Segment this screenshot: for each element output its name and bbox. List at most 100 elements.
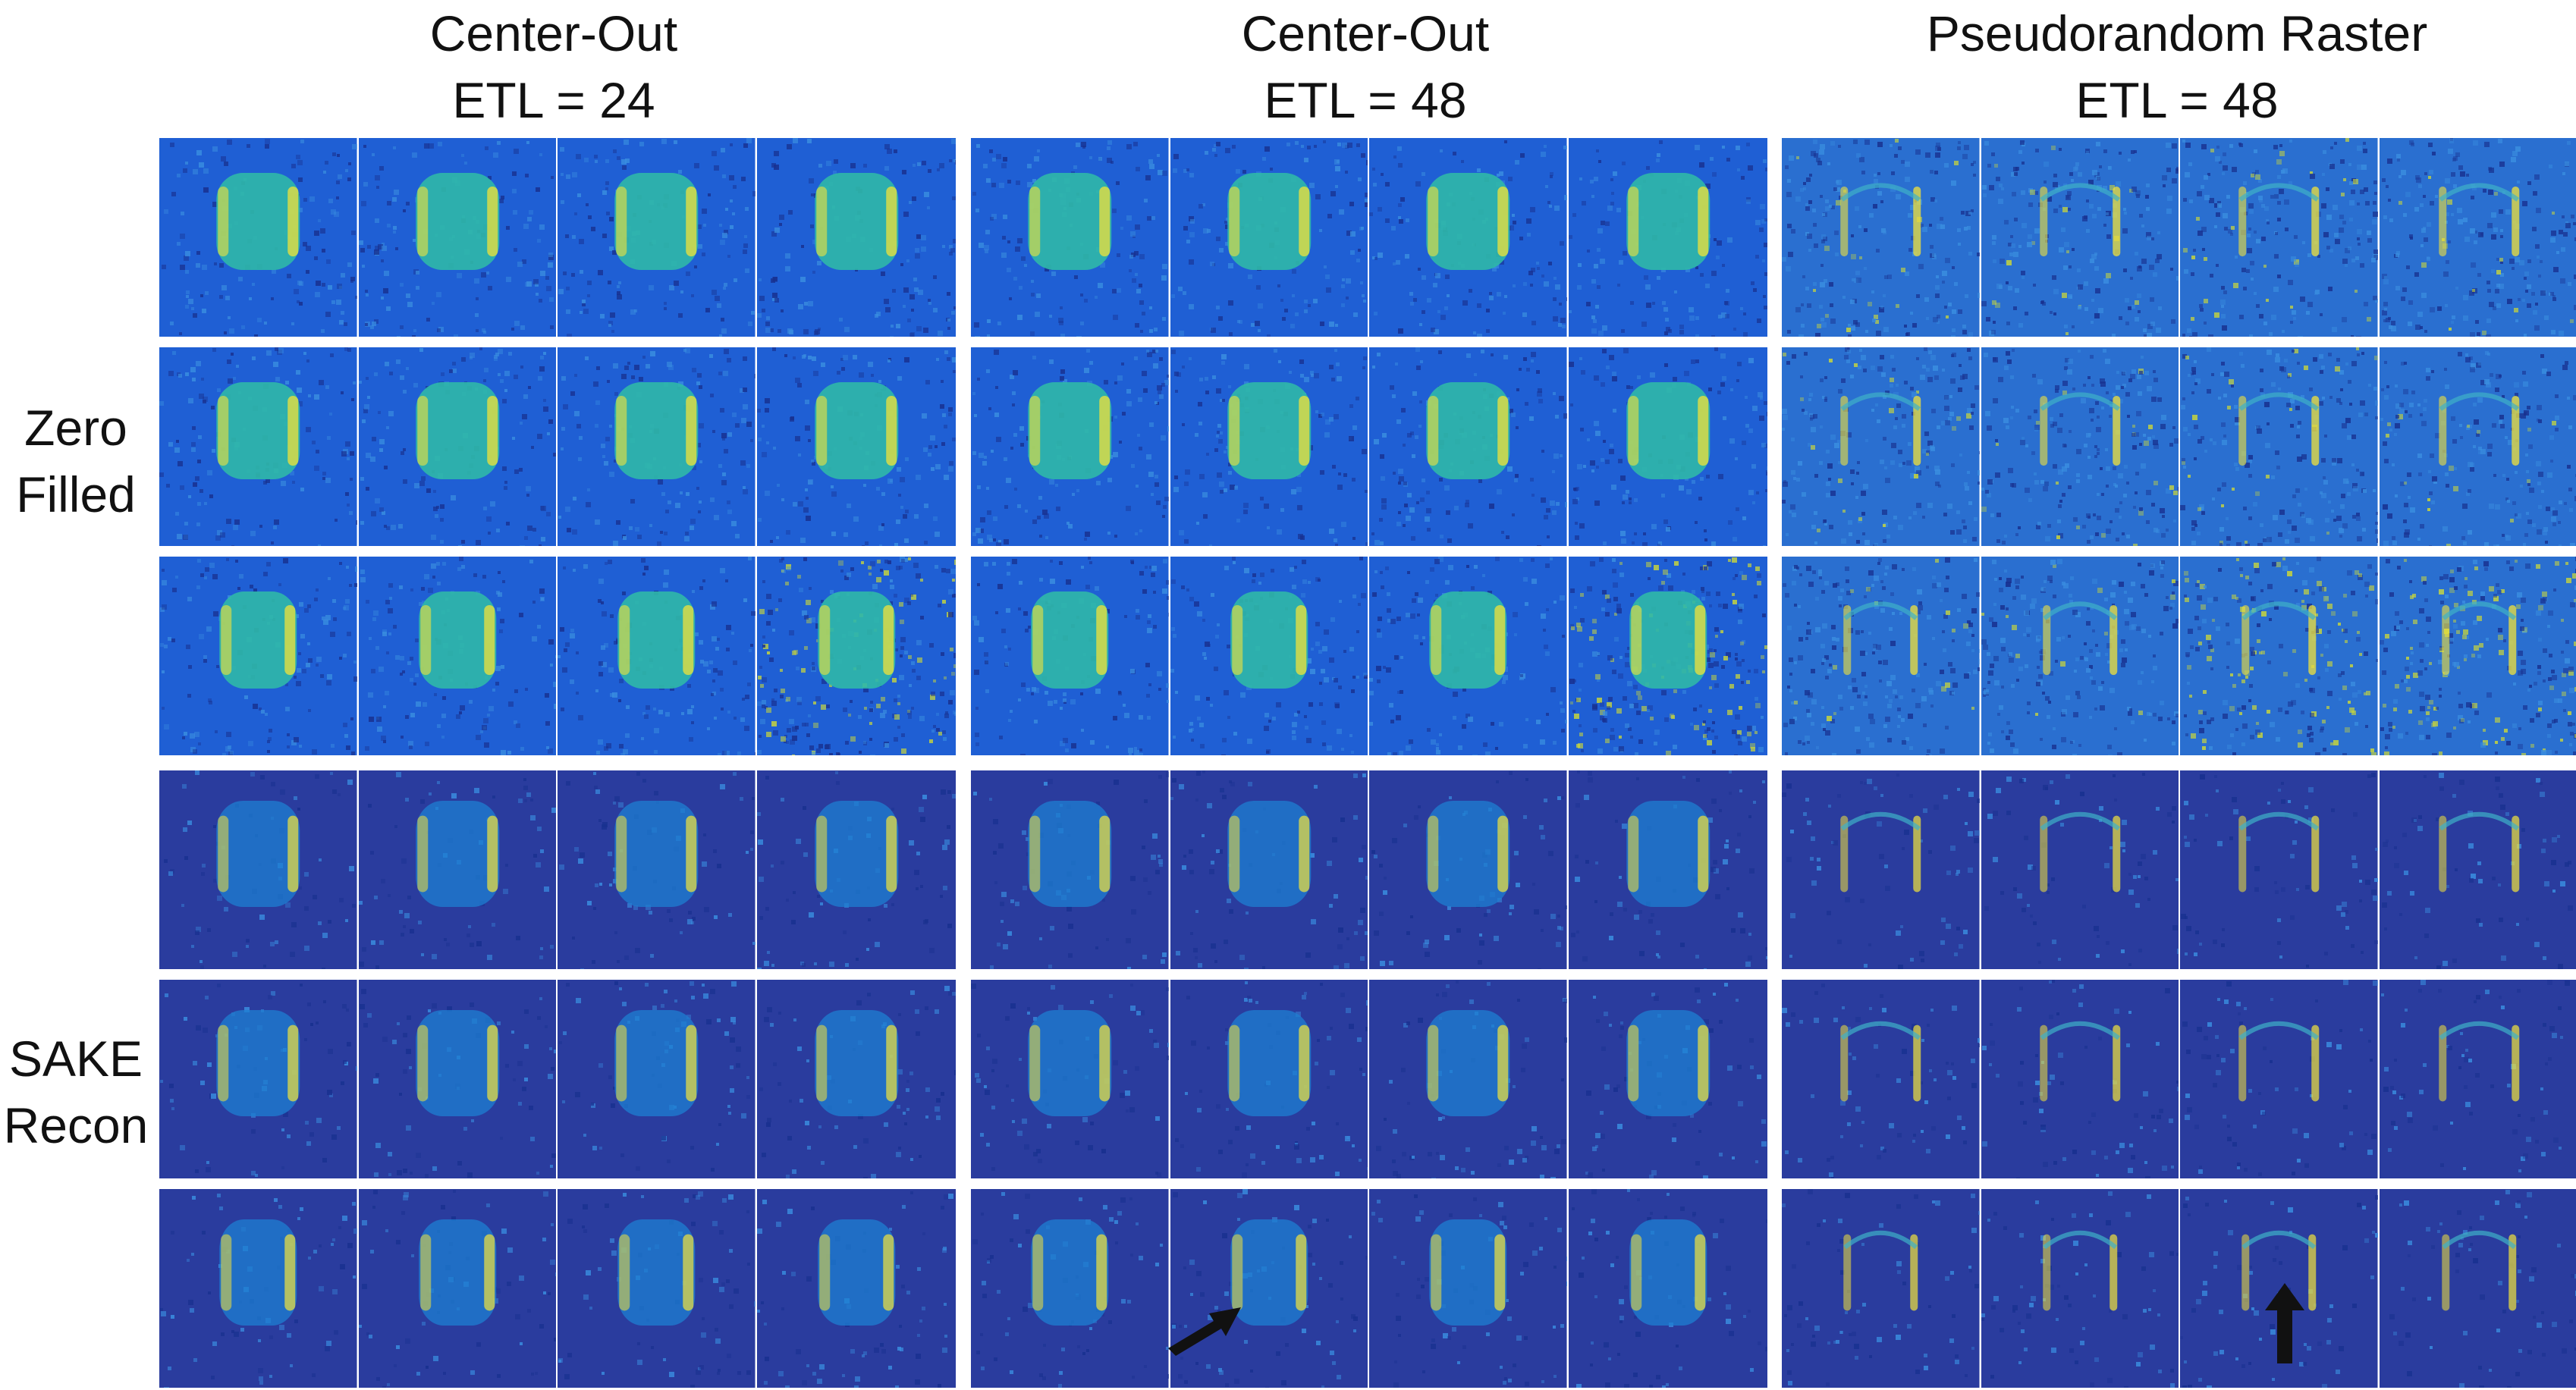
mri-slice-cell: [1981, 138, 2179, 337]
mri-slice-image: [1981, 347, 2179, 546]
mri-slice-cell: [2379, 138, 2576, 337]
mri-slice-cell: [558, 980, 756, 1178]
mri-slice-cell: [1981, 770, 2179, 969]
mri-slice-cell: [971, 770, 1169, 969]
mri-slice-image: [1369, 138, 1567, 337]
mri-slice-cell: [558, 1189, 756, 1388]
mri-slice-image: [1568, 980, 1767, 1178]
mri-slice-image: [1782, 770, 1980, 969]
mri-slice-cell: [1170, 980, 1368, 1178]
mri-slice-cell: [1782, 347, 1980, 546]
mri-slice-image: [1170, 557, 1368, 755]
mri-slice-cell: [2379, 770, 2576, 969]
column-header-subtitle: ETL = 48: [2075, 72, 2279, 128]
mri-slice-image: [159, 980, 357, 1178]
mri-slice-image: [1981, 138, 2179, 337]
mri-slice-cell: [1782, 557, 1980, 755]
row-label-line2: Recon: [3, 1097, 149, 1153]
mri-slice-image: [971, 1189, 1169, 1388]
mri-slice-cell: [971, 557, 1169, 755]
mri-slice-cell: [2379, 557, 2576, 755]
mri-slice-cell: [1782, 1189, 1980, 1388]
mri-slice-cell: [1782, 138, 1980, 337]
mri-slice-image: [558, 770, 756, 969]
mri-slice-image: [558, 347, 756, 546]
arrow-up-icon: [2265, 1283, 2304, 1363]
mri-slice-image: [159, 557, 357, 755]
mri-slice-cell: [159, 138, 357, 337]
mri-slice-cell: [1170, 557, 1368, 755]
mri-slice-image: [1782, 557, 1980, 755]
mri-slice-cell: [558, 138, 756, 337]
mri-slice-image: [1782, 347, 1980, 546]
mri-slice-cell: [971, 1189, 1169, 1388]
mri-slice-image: [1170, 770, 1368, 969]
mri-slice-image: [1369, 980, 1567, 1178]
mri-slice-cell: [1981, 980, 2179, 1178]
mri-slice-cell: [1568, 557, 1767, 755]
mri-slice-cell: [1369, 557, 1567, 755]
mri-slice-image: [159, 347, 357, 546]
mri-slice-cell: [159, 770, 357, 969]
mri-slice-cell: [358, 1189, 556, 1388]
mri-slice-cell: [756, 770, 956, 969]
mri-slice-image: [1981, 1189, 2179, 1388]
mri-slice-image: [971, 980, 1169, 1178]
column-header-title: Center-Out: [429, 5, 678, 61]
mri-slice-image: [1568, 138, 1767, 337]
mri-slice-cell: [2379, 980, 2576, 1178]
column-header-subtitle: ETL = 24: [452, 72, 655, 128]
column-header-subtitle: ETL = 48: [1264, 72, 1467, 128]
mri-slice-cell: [1568, 347, 1767, 546]
mri-slice-cell: [2180, 770, 2378, 969]
mri-slice-image: [558, 980, 756, 1178]
mri-slice-cell: [756, 557, 956, 755]
mri-slice-image: [1170, 138, 1368, 337]
mri-slice-image: [971, 557, 1169, 755]
mri-slice-image: [558, 138, 756, 337]
mri-slice-image: [2379, 980, 2576, 1178]
mri-slice-cell: [1369, 138, 1567, 337]
mri-slice-image: [159, 138, 357, 337]
mri-slice-cell: [358, 980, 556, 1178]
mri-slice-image: [756, 1189, 956, 1388]
mri-slice-image: [756, 980, 956, 1178]
column-header-center-out-24: Center-Out ETL = 24: [152, 0, 956, 133]
mri-slice-cell: [1170, 138, 1368, 337]
column-header-title: Center-Out: [1241, 5, 1490, 61]
mri-slice-cell: [971, 138, 1169, 337]
column-header-pseudorandom-48: Pseudorandom Raster ETL = 48: [1775, 0, 2576, 133]
mri-slice-cell: [1369, 347, 1567, 546]
mri-slice-image: [1568, 557, 1767, 755]
mri-slice-image: [1782, 980, 1980, 1178]
row-label-line1: Zero: [24, 400, 127, 456]
mri-slice-image: [2180, 980, 2378, 1178]
mri-slice-cell: [558, 770, 756, 969]
mri-slice-image: [756, 557, 956, 755]
mri-slice-image: [358, 980, 556, 1178]
mri-slice-cell: [358, 138, 556, 337]
mri-slice-cell: [159, 347, 357, 546]
mri-slice-image: [1170, 980, 1368, 1178]
mri-slice-image: [971, 770, 1169, 969]
mri-slice-image: [1782, 138, 1980, 337]
mri-slice-cell: [756, 980, 956, 1178]
mri-slice-image: [2379, 347, 2576, 546]
mri-slice-cell: [159, 980, 357, 1178]
mri-slice-image: [1981, 980, 2179, 1178]
column-header-center-out-48: Center-Out ETL = 48: [963, 0, 1767, 133]
mri-slice-image: [1369, 770, 1567, 969]
mri-slice-cell: [1369, 770, 1567, 969]
row-label-line2: Filled: [16, 466, 136, 522]
mri-slice-cell: [159, 1189, 357, 1388]
mri-slice-image: [1568, 770, 1767, 969]
column-header-title: Pseudorandom Raster: [1926, 5, 2428, 61]
mri-slice-image: [159, 1189, 357, 1388]
mri-slice-cell: [358, 770, 556, 969]
mri-slice-image: [358, 557, 556, 755]
mri-slice-cell: [159, 557, 357, 755]
mri-slice-cell: [558, 557, 756, 755]
mri-slice-image: [1170, 1189, 1368, 1388]
mri-slice-cell: [2180, 138, 2378, 337]
mri-slice-image: [971, 138, 1169, 337]
